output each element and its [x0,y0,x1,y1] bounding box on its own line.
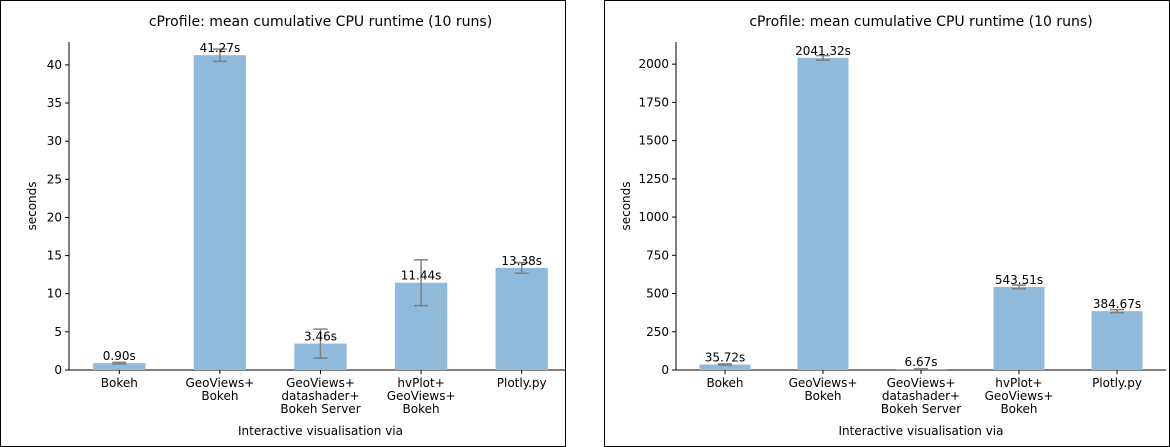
chart-svg: cProfile: mean cumulative CPU runtime (1… [0,0,566,447]
chart-svg: cProfile: mean cumulative CPU runtime (1… [604,0,1170,447]
bar [699,364,751,370]
x-tick-label-line: hvPlot+ [995,376,1042,390]
x-tick-label: GeoViews+ datashader+ Bokeh Server [881,376,961,416]
bar [495,267,548,370]
y-tick-label: 20 [47,210,62,224]
y-tick-label: 1000 [638,210,669,224]
bar-value-label: 0.90s [103,349,136,363]
x-tick-label-line: GeoViews+ [789,376,858,390]
x-tick-label: hvPlot+ GeoViews+ Bokeh [985,376,1054,416]
y-tick-label: 0 [54,363,62,377]
bar [797,57,849,371]
y-tick-label: 250 [646,325,669,339]
bar-value-label: 41.27s [200,41,241,55]
panel-frame [0,0,566,447]
x-tick-label-line: Plotly.py [497,376,547,390]
x-tick-label-line: Bokeh [101,376,138,390]
y-axis-label: seconds [25,181,39,230]
bar-value-label: 6.67s [905,355,938,369]
x-tick-label: GeoViews+ datashader+ Bokeh Server [280,376,360,416]
x-tick-label-line: datashader+ [882,389,960,403]
bar-value-label: 543.51s [995,273,1043,287]
bar-value-label: 13.38s [501,254,542,268]
x-tick-label-line: hvPlot+ [397,376,444,390]
chart-panel-right: cProfile: mean cumulative CPU runtime (1… [604,0,1170,447]
bar [993,286,1045,370]
chart-title: cProfile: mean cumulative CPU runtime (1… [149,14,492,30]
x-tick-label: GeoViews+ Bokeh [185,376,254,403]
chart-group: cProfile: mean cumulative CPU runtime (1… [0,0,566,447]
x-tick-label-line: GeoViews+ [887,376,956,390]
bar-value-label: 3.46s [304,330,337,344]
y-tick-label: 5 [54,325,62,339]
x-tick-label: Bokeh [101,376,138,390]
x-tick-label-line: Bokeh [201,389,238,403]
y-tick-label: 1750 [638,95,669,109]
x-tick-label-line: GeoViews+ [387,389,456,403]
x-tick-label-line: datashader+ [281,389,359,403]
bar-value-label: 384.67s [1093,297,1141,311]
x-tick-label-line: GeoViews+ [286,376,355,390]
x-axis-label: Interactive visualisation via [839,424,1004,438]
x-tick-label-line: Bokeh Server [881,402,961,416]
bar [1091,311,1143,370]
y-tick-label: 2000 [638,57,669,71]
x-tick-label: Plotly.py [497,376,547,390]
x-tick-label: GeoViews+ Bokeh [789,376,858,403]
bar-value-label: 11.44s [401,269,442,283]
y-tick-label: 0 [661,363,669,377]
x-tick-label-line: Bokeh [403,402,440,416]
x-tick-label-line: GeoViews+ [185,376,254,390]
y-tick-label: 25 [47,172,62,186]
y-tick-label: 1250 [638,172,669,186]
y-tick-label: 500 [646,287,669,301]
x-tick-label-line: Bokeh [804,389,841,403]
y-tick-label: 10 [47,287,62,301]
chart-group: cProfile: mean cumulative CPU runtime (1… [604,0,1170,447]
x-tick-label-line: Plotly.py [1092,376,1142,390]
x-axis-label: Interactive visualisation via [238,424,403,438]
x-tick-label-line: Bokeh [706,376,743,390]
y-tick-label: 30 [47,134,62,148]
y-tick-label: 15 [47,249,62,263]
y-axis-label: seconds [619,181,633,230]
x-tick-label: hvPlot+ GeoViews+ Bokeh [387,376,456,416]
x-tick-label-line: Bokeh Server [280,402,360,416]
chart-title: cProfile: mean cumulative CPU runtime (1… [749,14,1092,30]
x-tick-label-line: Bokeh [1000,402,1037,416]
x-tick-label-line: GeoViews+ [985,389,1054,403]
bar-value-label: 2041.32s [795,44,851,58]
y-tick-label: 1500 [638,134,669,148]
y-tick-label: 40 [47,58,62,72]
y-tick-label: 35 [47,96,62,110]
chart-panel-left: cProfile: mean cumulative CPU runtime (1… [0,0,566,447]
x-tick-label: Bokeh [706,376,743,390]
bar [193,55,247,370]
bar-value-label: 35.72s [705,351,746,365]
bar [93,363,146,370]
y-tick-label: 750 [646,248,669,262]
x-tick-label: Plotly.py [1092,376,1142,390]
